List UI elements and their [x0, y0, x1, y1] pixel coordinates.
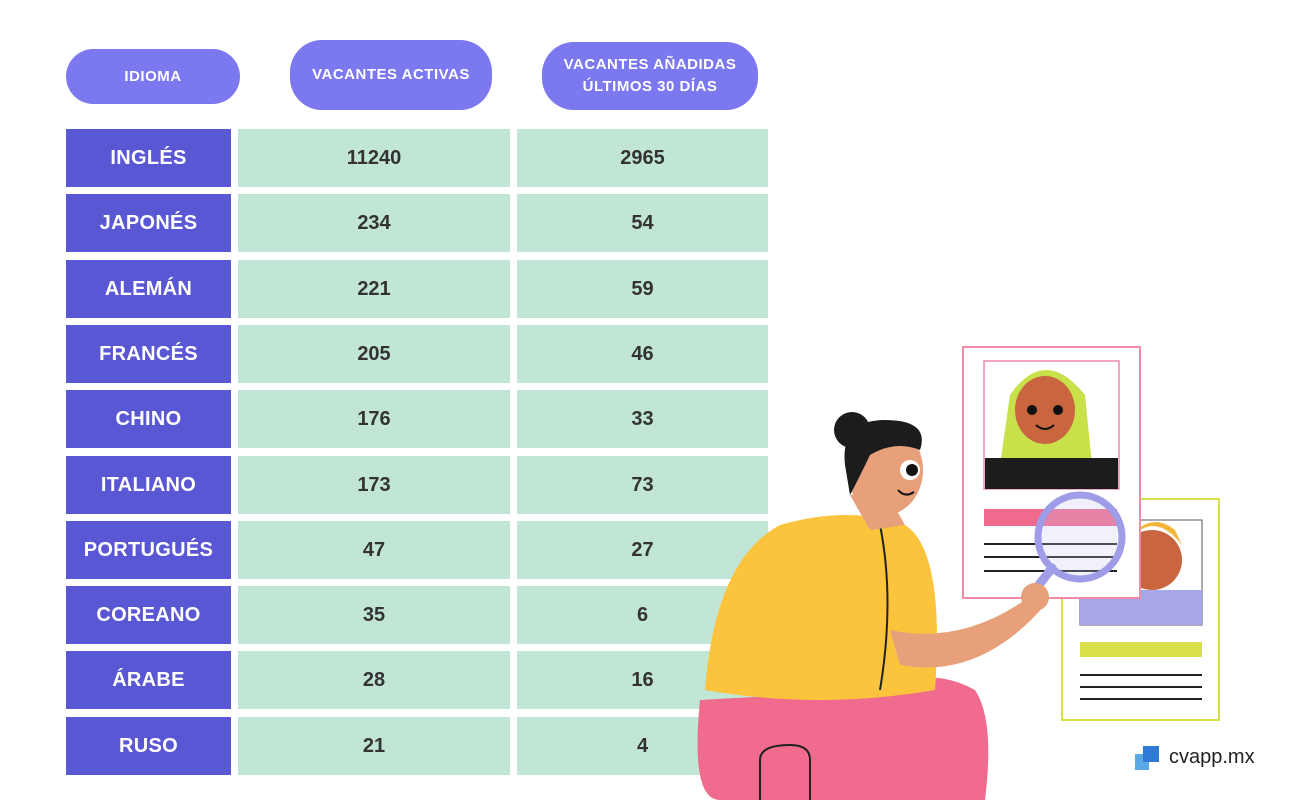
row-language: ÁRABE [66, 651, 231, 709]
header-idioma: IDIOMA [66, 49, 240, 104]
cell-vacantes-ultimos-30: 46 [517, 325, 768, 383]
cell-vacantes-activas: 47 [238, 521, 510, 579]
row-language: CHINO [66, 390, 231, 448]
cell-vacantes-activas: 176 [238, 390, 510, 448]
cell-vacantes-ultimos-30: 73 [517, 456, 768, 514]
brand-logo: cvapp.mx [1133, 742, 1255, 772]
cell-vacantes-activas: 234 [238, 194, 510, 252]
header-vacantes-activas-label: VACANTES ACTIVAS [312, 66, 470, 84]
cell-vacantes-ultimos-30: 33 [517, 390, 768, 448]
header-vacantes-anadidas-label: VACANTES AÑADIDAS ÚLTIMOS 30 DÍAS [563, 56, 737, 95]
header-idioma-label: IDIOMA [124, 67, 182, 85]
row-language: ITALIANO [66, 456, 231, 514]
brand-name: cvapp.mx [1169, 745, 1255, 768]
cell-vacantes-ultimos-30: 59 [517, 260, 768, 318]
row-language: FRANCÉS [66, 325, 231, 383]
cell-vacantes-activas: 173 [238, 456, 510, 514]
cell-vacantes-activas: 11240 [238, 129, 510, 187]
row-language: COREANO [66, 586, 231, 644]
header-vacantes-anadidas: VACANTES AÑADIDAS ÚLTIMOS 30 DÍAS [542, 42, 758, 110]
cell-vacantes-activas: 35 [238, 586, 510, 644]
cvapp-logo-icon [1135, 746, 1159, 770]
cell-vacantes-activas: 21 [238, 717, 510, 775]
row-language: RUSO [66, 717, 231, 775]
cell-vacantes-ultimos-30: 2965 [517, 129, 768, 187]
row-language: JAPONÉS [66, 194, 231, 252]
cell-vacantes-ultimos-30: 27 [517, 521, 768, 579]
cell-vacantes-ultimos-30: 54 [517, 194, 768, 252]
cell-vacantes-activas: 205 [238, 325, 510, 383]
row-language: ALEMÁN [66, 260, 231, 318]
row-language: INGLÉS [66, 129, 231, 187]
cell-vacantes-activas: 28 [238, 651, 510, 709]
cell-vacantes-activas: 221 [238, 260, 510, 318]
header-vacantes-activas: VACANTES ACTIVAS [290, 40, 492, 110]
row-language: PORTUGUÉS [66, 521, 231, 579]
recruiter-magnifying-glass-illustration [697, 346, 1220, 800]
